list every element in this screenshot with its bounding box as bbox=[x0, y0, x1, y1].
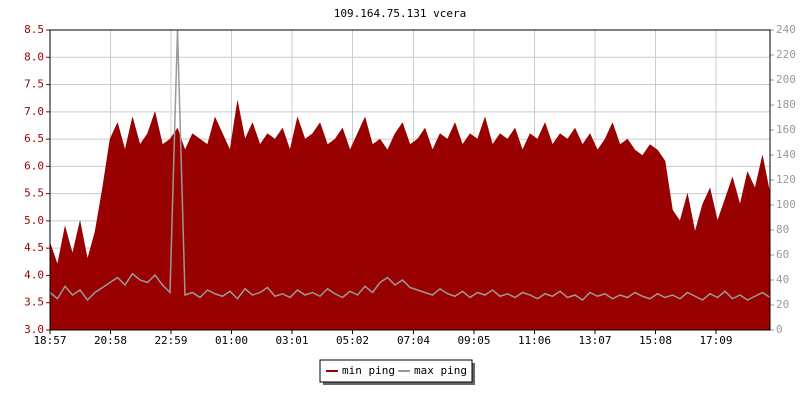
legend: min ping max ping bbox=[319, 359, 473, 383]
legend-box bbox=[319, 359, 473, 383]
x-tick-label: 22:59 bbox=[154, 334, 187, 347]
chart-title: 109.164.75.131 vcera bbox=[334, 7, 466, 20]
plot-frame bbox=[49, 29, 771, 331]
y-tick-label: 4.5 bbox=[24, 241, 44, 254]
x-tick-label: 07:04 bbox=[397, 334, 430, 347]
x-tick-label: 03:01 bbox=[275, 334, 308, 347]
y2-tick-label: 220 bbox=[776, 48, 796, 61]
y-tick-label: 3.0 bbox=[24, 323, 44, 336]
y-tick-label: 5.0 bbox=[24, 214, 44, 227]
y2-tick-label: 120 bbox=[776, 173, 796, 186]
y-tick-label: 5.5 bbox=[24, 187, 44, 200]
x-tick-label: 15:08 bbox=[639, 334, 672, 347]
y2-tick-label: 0 bbox=[776, 323, 783, 336]
y2-tick-label: 20 bbox=[776, 298, 789, 311]
y2-tick-label: 180 bbox=[776, 98, 796, 111]
legend-label: max ping bbox=[414, 364, 467, 377]
y-tick-label: 6.0 bbox=[24, 159, 44, 172]
x-tick-label: 20:58 bbox=[94, 334, 127, 347]
y-tick-label: 3.5 bbox=[24, 296, 44, 309]
y2-tick-label: 80 bbox=[776, 223, 789, 236]
y-tick-label: 7.5 bbox=[24, 78, 44, 91]
y2-tick-label: 100 bbox=[776, 198, 796, 211]
x-tick-label: 11:06 bbox=[518, 334, 551, 347]
y-tick-label: 6.5 bbox=[24, 132, 44, 145]
y2-tick-label: 160 bbox=[776, 123, 796, 136]
y2-tick-label: 200 bbox=[776, 73, 796, 86]
x-tick-label: 17:09 bbox=[699, 334, 732, 347]
x-tick-label: 13:07 bbox=[578, 334, 611, 347]
x-tick-label: 09:05 bbox=[457, 334, 490, 347]
x-tick-label: 18:57 bbox=[33, 334, 66, 347]
y2-tick-label: 60 bbox=[776, 248, 789, 261]
line bbox=[49, 29, 771, 302]
x-tick-label: 01:00 bbox=[215, 334, 248, 347]
area bbox=[49, 100, 771, 331]
y-tick-label: 4.0 bbox=[24, 268, 44, 281]
y2-tick-label: 40 bbox=[776, 273, 789, 286]
y-tick-label: 8.5 bbox=[24, 23, 44, 36]
y-tick-label: 7.0 bbox=[24, 105, 44, 118]
y2-tick-label: 140 bbox=[776, 148, 796, 161]
y-tick-label: 8.0 bbox=[24, 50, 44, 63]
x-tick-label: 05:02 bbox=[336, 334, 369, 347]
legend-label: min ping bbox=[342, 364, 395, 377]
y2-tick-label: 240 bbox=[776, 23, 796, 36]
